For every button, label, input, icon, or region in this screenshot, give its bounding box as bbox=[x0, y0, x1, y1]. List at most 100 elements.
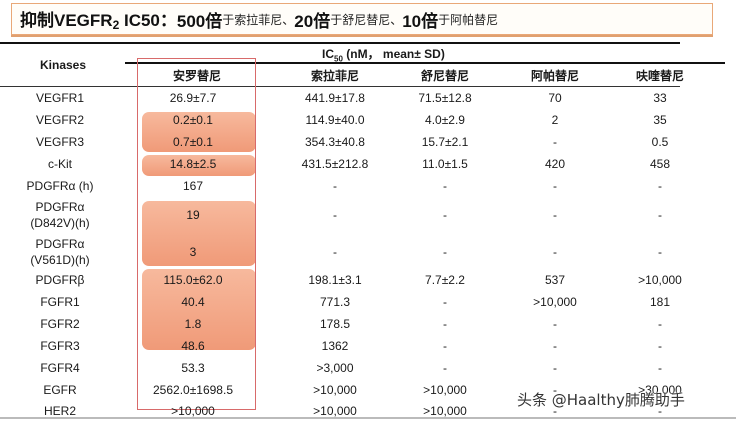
ic50-value: - bbox=[443, 295, 447, 309]
ic50-value: - bbox=[553, 179, 557, 193]
kinase-name: PDGFRα (D842V)(h) bbox=[30, 200, 90, 230]
ic50-value: 771.3 bbox=[319, 295, 351, 309]
ic50-value: - bbox=[443, 361, 447, 375]
ic50-value: 2562.0±1698.5 bbox=[153, 383, 233, 397]
ic50-value: 7.7±2.2 bbox=[425, 273, 465, 287]
ic50-value: - bbox=[658, 317, 662, 331]
col-header-fruquintinib: 呋喹替尼 bbox=[635, 69, 684, 83]
title-prefix: 抑制VEGFR2 IC50： bbox=[20, 11, 177, 32]
ic50-value: 26.9±7.7 bbox=[169, 91, 217, 105]
kinase-name: c-Kit bbox=[48, 157, 72, 171]
ic50-value: - bbox=[443, 208, 447, 222]
ic50-value: 3 bbox=[189, 245, 197, 259]
ic50-value: 114.9±40.0 bbox=[305, 113, 365, 127]
table-row: VEGFR1 26.9±7.7 441.9±17.8 71.5±12.8 70 33 bbox=[0, 91, 736, 113]
ic50-value: - bbox=[658, 361, 662, 375]
highlight-ckit bbox=[142, 155, 256, 176]
ic50-value: 53.3 bbox=[181, 361, 205, 375]
ic50-value: 115.0±62.0 bbox=[163, 273, 223, 287]
title-comp-2: 于舒尼替尼、 bbox=[330, 12, 403, 27]
table-row: FGFR4 53.3 >3,000 - - - bbox=[0, 361, 736, 383]
ic50-value: 420 bbox=[544, 157, 566, 171]
ic50-value: 4.0±2.9 bbox=[425, 113, 465, 127]
ic50-value: - bbox=[553, 135, 557, 149]
ic50-value: 15.7±2.1 bbox=[421, 135, 469, 149]
highlight-vegfr2-3 bbox=[142, 112, 256, 152]
table-row: HER2 >10,000 >10,000 >10,000 - - bbox=[0, 404, 736, 426]
table-header-rule bbox=[0, 86, 680, 87]
ic50-value: - bbox=[553, 383, 557, 397]
col-header-sorafenib: 索拉菲尼 bbox=[310, 69, 359, 83]
ic50-value: 35 bbox=[653, 113, 667, 127]
ic50-value: - bbox=[333, 245, 337, 259]
ic50-value: - bbox=[553, 404, 557, 418]
kinase-name: EGFR bbox=[43, 383, 77, 397]
anlotinib-column-box bbox=[137, 58, 256, 410]
ic50-value: - bbox=[443, 245, 447, 259]
ic50-value: 0.5 bbox=[651, 135, 669, 149]
ic50-value: 0.2±0.1 bbox=[173, 113, 213, 127]
table-top-rule bbox=[0, 42, 680, 44]
table-mid-rule bbox=[125, 62, 725, 64]
col-header-sunitinib: 舒尼替尼 bbox=[420, 69, 469, 83]
table-row: VEGFR2 0.2±0.1 114.9±40.0 4.0±2.9 2 35 bbox=[0, 113, 736, 135]
table-row: FGFR3 48.6 1362 - - - bbox=[0, 339, 736, 361]
ic50-value: - bbox=[333, 179, 337, 193]
ic50-value: 71.5±12.8 bbox=[418, 91, 472, 105]
ic50-value: 178.5 bbox=[319, 317, 351, 331]
ic50-value: >10,000 bbox=[313, 404, 357, 418]
table-row: PDGFRβ 115.0±62.0 198.1±3.1 7.7±2.2 537 >10,0… bbox=[0, 273, 736, 295]
title-fold-3: 10倍 bbox=[402, 11, 439, 31]
ic50-value: - bbox=[658, 179, 662, 193]
table-row: PDGFRα (D842V)(h) 19 - - - - bbox=[0, 199, 736, 230]
ic50-value: 11.0±1.5 bbox=[422, 157, 468, 171]
ic50-value: - bbox=[443, 317, 447, 331]
ic50-value: 198.1±3.1 bbox=[308, 273, 362, 287]
ic50-value: 48.6 bbox=[181, 339, 205, 353]
title-fold-2: 20倍 bbox=[294, 11, 331, 31]
ic50-value: - bbox=[658, 208, 662, 222]
col-header-apatinib: 阿帕替尼 bbox=[530, 69, 579, 83]
table-row: VEGFR3 0.7±0.1 354.3±40.8 15.7±2.1 - 0.5 bbox=[0, 135, 736, 157]
kinase-name: HER2 bbox=[43, 404, 76, 418]
ic50-value: - bbox=[553, 317, 557, 331]
ic50-value: 0.7±0.1 bbox=[173, 135, 213, 149]
ic50-value: >10,000 bbox=[638, 273, 682, 287]
ic50-value: >10,000 bbox=[423, 383, 467, 397]
table-row: c-Kit 14.8±2.5 431.5±212.8 11.0±1.5 420 458 bbox=[0, 157, 736, 179]
kinase-name: VEGFR3 bbox=[35, 135, 84, 149]
ic50-value: 537 bbox=[544, 273, 566, 287]
kinases-header: Kinases bbox=[40, 58, 87, 72]
ic50-value: 40.4 bbox=[181, 295, 205, 309]
ic50-value: 70 bbox=[548, 91, 562, 105]
ic50-value: - bbox=[553, 245, 557, 259]
highlight-pdgfrb-fgfr bbox=[142, 269, 256, 350]
kinase-name: VEGFR2 bbox=[35, 113, 84, 127]
table-row: FGFR2 1.8 178.5 - - - bbox=[0, 317, 736, 339]
ic50-value: >10,000 bbox=[423, 404, 467, 418]
kinase-name: VEGFR1 bbox=[35, 91, 84, 105]
table-row: PDGFRα (V561D)(h) 3 - - - - bbox=[0, 236, 736, 267]
ic50-value: - bbox=[333, 208, 337, 222]
ic50-value: 14.8±2.5 bbox=[169, 157, 217, 171]
ic50-value: 167 bbox=[182, 179, 204, 193]
kinase-name: FGFR2 bbox=[40, 317, 80, 331]
kinase-name: FGFR1 bbox=[40, 295, 80, 309]
ic50-value: >10,000 bbox=[313, 383, 357, 397]
ic50-value: 431.5±212.8 bbox=[301, 157, 369, 171]
kinase-name: PDGFRβ bbox=[35, 273, 85, 287]
title-fold-1: 500倍 bbox=[176, 11, 223, 31]
ic50-value: 33 bbox=[653, 91, 667, 105]
title-comp-1: 于索拉菲尼、 bbox=[222, 12, 295, 27]
kinase-name: FGFR4 bbox=[40, 361, 80, 375]
ic50-value: - bbox=[443, 179, 447, 193]
ic50-header: IC50 (nM， mean± SD) bbox=[322, 47, 445, 64]
highlight-pdgfra-mut bbox=[142, 201, 256, 266]
ic50-value: 1.8 bbox=[184, 317, 202, 331]
kinase-name: PDGFRα (V561D)(h) bbox=[30, 237, 90, 267]
kinase-name: PDGFRα (h) bbox=[26, 179, 94, 193]
title-comp-3: 于阿帕替尼 bbox=[438, 12, 499, 27]
ic50-value: >3,000 bbox=[316, 361, 354, 375]
ic50-value: - bbox=[553, 208, 557, 222]
ic50-value: 2 bbox=[551, 113, 559, 127]
